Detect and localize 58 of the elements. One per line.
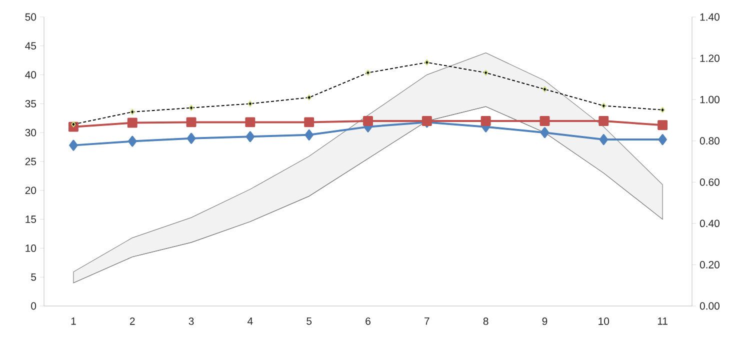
- point: [658, 134, 667, 146]
- point: [186, 117, 196, 128]
- y-tick-label: 5: [31, 273, 36, 281]
- point: [245, 117, 256, 128]
- x-tick-label: 1: [71, 318, 76, 325]
- y-tick-label: 35: [25, 100, 36, 108]
- y-tick-label: 45: [25, 42, 36, 50]
- y-tick-label: 10: [26, 244, 36, 252]
- point: [130, 108, 135, 115]
- point: [598, 116, 609, 126]
- point: [480, 116, 491, 126]
- x-tick-label: 9: [542, 318, 548, 325]
- x-tick-label: 2: [130, 318, 135, 325]
- y-tick-label: 15: [26, 216, 36, 223]
- y-tick-label: 30: [25, 128, 36, 136]
- point: [248, 100, 253, 107]
- point: [128, 136, 137, 147]
- x-tick-label: 7: [424, 318, 430, 325]
- x-tick-label: 3: [188, 318, 194, 325]
- point: [660, 106, 665, 113]
- y2-tick-label: 0.00: [700, 302, 720, 310]
- point: [540, 116, 550, 126]
- point: [483, 70, 488, 76]
- y-tick-label: 20: [25, 186, 36, 194]
- point: [306, 94, 312, 100]
- y2-tick-label: 0.60: [700, 178, 720, 186]
- point: [424, 59, 430, 66]
- point: [304, 117, 314, 128]
- point: [69, 140, 78, 151]
- point: [127, 118, 138, 128]
- point: [188, 104, 194, 111]
- x-tick-label: 5: [306, 318, 312, 325]
- x-tick-label: 6: [366, 318, 370, 325]
- point: [542, 86, 548, 92]
- point: [599, 134, 608, 146]
- point: [366, 70, 370, 76]
- y2-tick-label: 1.40: [700, 13, 720, 21]
- x-tick-label: 8: [483, 318, 488, 325]
- y-tick-label: 50: [25, 13, 36, 21]
- x-tick-label: 10: [598, 318, 610, 325]
- x-tick-label: 4: [248, 318, 253, 325]
- y2-tick-label: 0.40: [700, 220, 720, 228]
- point: [658, 120, 668, 130]
- y2-tick-label: 0.20: [700, 261, 720, 268]
- point: [363, 116, 373, 126]
- x-tick-label: 11: [658, 318, 668, 325]
- y-tick-label: 25: [25, 158, 36, 166]
- point: [601, 102, 606, 109]
- point: [71, 121, 76, 128]
- point: [540, 127, 550, 138]
- y2-tick-label: 0.80: [700, 137, 720, 145]
- point: [304, 129, 314, 140]
- y2-tick-label: 1.00: [700, 96, 720, 104]
- y-tick-label: 40: [25, 71, 36, 79]
- point: [186, 132, 196, 144]
- y-tick-label: 0: [31, 302, 36, 310]
- point: [246, 131, 255, 142]
- y2-tick-label: 1.20: [700, 54, 720, 62]
